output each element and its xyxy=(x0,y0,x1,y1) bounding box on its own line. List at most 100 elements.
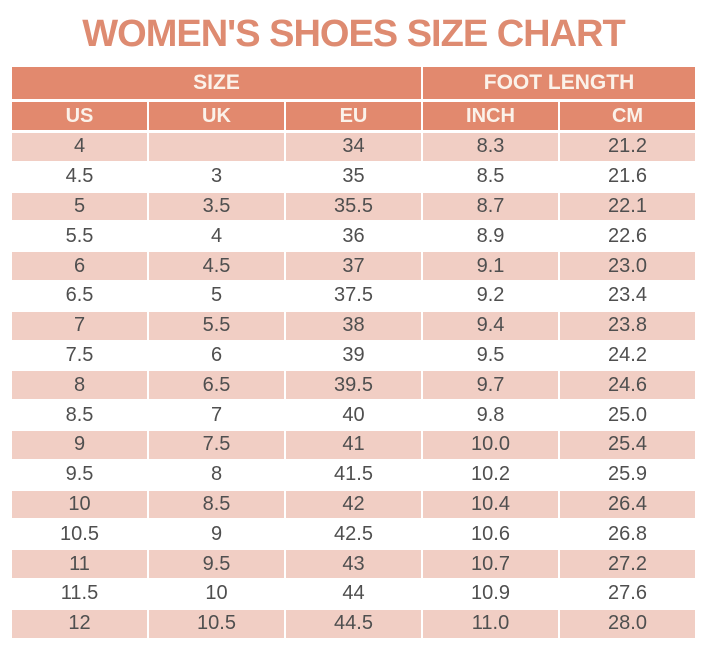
table-cell: 6.5 xyxy=(10,279,149,312)
table-cell: 3 xyxy=(147,160,286,193)
group-header-row: SIZE FOOT LENGTH xyxy=(10,65,697,102)
column-header-inch: INCH xyxy=(421,99,560,133)
size-chart-table: SIZE FOOT LENGTH US UK EU INCH CM 4 34 8.3… xyxy=(10,65,697,640)
table-cell: 25.9 xyxy=(558,458,697,491)
table-cell: 23.0 xyxy=(558,250,697,282)
table-cell: 11.5 xyxy=(10,577,149,610)
table-cell: 5 xyxy=(147,279,286,312)
group-header-size: SIZE xyxy=(10,65,423,102)
table-body: 4 34 8.3 21.2 4.5 3 35 8.5 21.6 5 3.5 35.5 8.7 22.1 5.… xyxy=(10,130,697,640)
table-cell: 7 xyxy=(147,399,286,431)
table-cell: 9.1 xyxy=(421,250,560,282)
table-row: 10 8.5 42 10.4 26.4 xyxy=(10,488,697,521)
table-cell: 5 xyxy=(10,190,149,223)
table-cell: 23.8 xyxy=(558,309,697,342)
table-row: 6.5 5 37.5 9.2 23.4 xyxy=(10,279,697,312)
table-cell: 40 xyxy=(284,399,423,431)
table-cell: 8 xyxy=(147,458,286,491)
table-cell: 44 xyxy=(284,577,423,610)
table-cell: 25.4 xyxy=(558,428,697,461)
table-cell: 4.5 xyxy=(10,160,149,193)
table-row: 7.5 6 39 9.5 24.2 xyxy=(10,339,697,372)
table-cell: 10.2 xyxy=(421,458,560,491)
table-cell: 5.5 xyxy=(147,309,286,342)
table-cell: 21.6 xyxy=(558,160,697,193)
table-cell: 21.2 xyxy=(558,130,697,163)
table-cell: 9.5 xyxy=(421,339,560,372)
table-cell: 9.8 xyxy=(421,399,560,431)
table-cell: 37.5 xyxy=(284,279,423,312)
table-cell: 6 xyxy=(10,250,149,282)
table-cell: 6.5 xyxy=(147,369,286,402)
table-cell: 39 xyxy=(284,339,423,372)
table-cell: 8 xyxy=(10,369,149,402)
table-cell: 7.5 xyxy=(147,428,286,461)
table-cell: 5.5 xyxy=(10,220,149,253)
table-cell: 10.0 xyxy=(421,428,560,461)
page-title: WOMEN'S SHOES SIZE CHART xyxy=(82,13,625,55)
table-row: 9 7.5 41 10.0 25.4 xyxy=(10,428,697,461)
table-cell: 41.5 xyxy=(284,458,423,491)
group-header-foot-length: FOOT LENGTH xyxy=(421,65,697,102)
table-cell: 6 xyxy=(147,339,286,372)
table-cell: 28.0 xyxy=(558,607,697,640)
table-row: 8 6.5 39.5 9.7 24.6 xyxy=(10,369,697,402)
table-cell: 26.4 xyxy=(558,488,697,521)
table-cell: 22.1 xyxy=(558,190,697,223)
table-cell: 9 xyxy=(147,518,286,551)
table-cell: 41 xyxy=(284,428,423,461)
table-cell: 10.7 xyxy=(421,548,560,580)
table-row: 4.5 3 35 8.5 21.6 xyxy=(10,160,697,193)
table-cell: 24.6 xyxy=(558,369,697,402)
column-header-us: US xyxy=(10,99,149,133)
table-cell: 9.5 xyxy=(147,548,286,580)
table-cell xyxy=(147,130,286,163)
table-row: 7 5.5 38 9.4 23.8 xyxy=(10,309,697,342)
table-cell: 7 xyxy=(10,309,149,342)
column-header-uk: UK xyxy=(147,99,286,133)
table-row: 11 9.5 43 10.7 27.2 xyxy=(10,548,697,580)
table-cell: 44.5 xyxy=(284,607,423,640)
table-cell: 24.2 xyxy=(558,339,697,372)
table-cell: 38 xyxy=(284,309,423,342)
table-cell: 27.2 xyxy=(558,548,697,580)
table-cell: 27.6 xyxy=(558,577,697,610)
table-cell: 25.0 xyxy=(558,399,697,431)
table-row: 4 34 8.3 21.2 xyxy=(10,130,697,163)
table-cell: 10.5 xyxy=(10,518,149,551)
table-cell: 8.7 xyxy=(421,190,560,223)
table-row: 6 4.5 37 9.1 23.0 xyxy=(10,250,697,282)
table-cell: 8.3 xyxy=(421,130,560,163)
table-cell: 3.5 xyxy=(147,190,286,223)
table-cell: 9.7 xyxy=(421,369,560,402)
table-cell: 9.2 xyxy=(421,279,560,312)
table-header: SIZE FOOT LENGTH US UK EU INCH CM xyxy=(10,65,697,133)
table-cell: 9.4 xyxy=(421,309,560,342)
column-header-row: US UK EU INCH CM xyxy=(10,99,697,133)
table-cell: 9.5 xyxy=(10,458,149,491)
table-cell: 7.5 xyxy=(10,339,149,372)
table-cell: 8.5 xyxy=(421,160,560,193)
table-cell: 10.5 xyxy=(147,607,286,640)
table-cell: 37 xyxy=(284,250,423,282)
table-cell: 10.9 xyxy=(421,577,560,610)
table-cell: 35 xyxy=(284,160,423,193)
table-cell: 4 xyxy=(147,220,286,253)
table-cell: 42.5 xyxy=(284,518,423,551)
table-cell: 42 xyxy=(284,488,423,521)
table-cell: 12 xyxy=(10,607,149,640)
table-cell: 10.6 xyxy=(421,518,560,551)
table-cell: 8.9 xyxy=(421,220,560,253)
table-cell: 11 xyxy=(10,548,149,580)
table-row: 5 3.5 35.5 8.7 22.1 xyxy=(10,190,697,223)
table-row: 9.5 8 41.5 10.2 25.9 xyxy=(10,458,697,491)
table-cell: 39.5 xyxy=(284,369,423,402)
table-row: 12 10.5 44.5 11.0 28.0 xyxy=(10,607,697,640)
table-cell: 10 xyxy=(147,577,286,610)
table-cell: 26.8 xyxy=(558,518,697,551)
table-cell: 36 xyxy=(284,220,423,253)
table-cell: 9 xyxy=(10,428,149,461)
table-cell: 22.6 xyxy=(558,220,697,253)
table-cell: 43 xyxy=(284,548,423,580)
